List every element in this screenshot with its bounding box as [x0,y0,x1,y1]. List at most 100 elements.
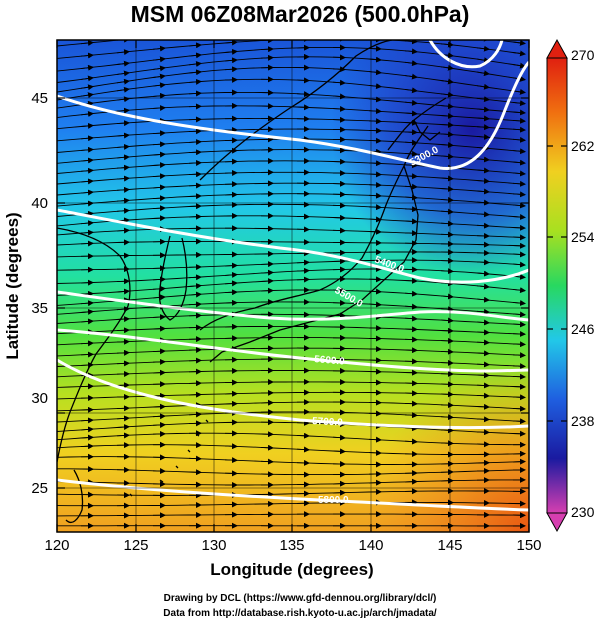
wind-arrow [260,444,274,451]
wind-arrow [440,41,454,48]
wind-arrow [440,78,454,85]
wind-arrow [80,75,94,82]
wind-arrow [152,314,166,321]
wind-arrow [476,70,490,77]
wind-arrow [224,40,238,46]
wind-arrow [512,109,526,116]
wind-arrow [476,296,490,303]
wind-arrow [152,403,166,410]
wind-arrow [116,186,130,193]
wind-arrow [512,300,526,307]
wind-arrow [440,317,454,324]
wind-arrow [188,90,202,97]
wind-arrow [512,170,526,177]
wind-arrow [404,218,418,225]
x-axis-title: Longitude (degrees) [210,560,373,579]
wind-arrow [188,282,202,289]
wind-arrow [476,45,490,52]
wind-arrow [80,178,94,185]
wind-arrow [404,438,418,445]
wind-arrow [260,278,274,285]
wind-arrow [332,448,346,455]
wind-arrow [512,311,526,318]
wind-arrow [296,267,310,274]
wind-arrow [512,214,526,221]
wind-arrow [476,178,490,185]
wind-arrow [512,321,526,328]
wind-arrow [476,188,490,195]
y-axis-title: Latitude (degrees) [3,212,22,359]
wind-arrow [80,122,94,129]
wind-arrow [260,46,274,53]
wind-arrow [80,318,94,325]
wind-arrow [440,208,454,215]
wind-arrow [440,427,454,434]
wind-arrow [116,120,130,127]
wind-arrow [512,191,526,198]
x-tick-label: 120 [44,537,69,554]
wind-arrow [188,52,202,59]
wind-arrow [296,259,310,266]
wind-arrow [404,73,418,80]
wind-arrow [152,421,166,428]
wind-arrow [296,446,310,453]
wind-arrow [512,418,526,425]
wind-arrow [296,77,310,84]
wind-arrow [440,440,454,447]
wind-arrow [512,287,526,294]
wind-arrow [476,133,490,140]
credit-data: Data from http://database.rish.kyoto-u.a… [163,608,437,619]
plot-area: 5300.0 5400.0 5500.0 5600.0 5700.0 5800.… [57,32,529,532]
wind-arrow [116,143,130,150]
wind-arrow [440,91,454,98]
contour-5500 [57,290,529,322]
wind-arrow [152,358,166,365]
wind-arrow [80,64,94,71]
wind-arrow [296,104,310,111]
wind-arrow [476,115,490,122]
wind-arrow [404,139,418,146]
wind-arrow [152,45,166,52]
wind-arrow [188,78,202,85]
wind-arrow [80,351,94,358]
wind-arrow [152,285,166,292]
chart-title: MSM 06Z08Mar2026 (500.0hPa) [131,1,470,27]
wind-arrow [476,416,490,423]
wind-arrow [405,32,417,33]
wind-arrow [152,56,166,63]
wind-arrow [188,171,202,178]
wind-arrow [116,415,130,422]
wind-arrow [512,383,526,390]
contour-5400 [57,208,529,284]
colorbar: 270 262 254 246 238 230 [546,38,595,533]
wind-arrow [440,112,454,119]
wind-arrow [476,211,490,218]
wind-arrow [116,227,130,234]
wind-arrow [189,33,201,34]
wind-arrow [80,434,94,441]
wind-arrow [512,40,526,46]
wind-arrow [476,329,490,336]
wind-arrow [332,93,346,100]
wind-arrow [512,62,526,69]
wind-arrow [404,40,418,45]
x-tick-label: 130 [201,537,226,554]
wind-arrow [152,130,166,137]
wind-arrow [116,349,130,356]
wind-arrow [224,443,238,450]
y-tick-label: 25 [31,480,48,497]
x-tick-label: 125 [123,537,148,554]
wind-arrow [440,121,454,128]
colorbar-label: 262 [571,138,595,154]
wind-arrow [476,156,490,163]
wind-arrow [80,220,94,227]
colorbar-label: 254 [571,229,595,245]
wind-arrow [80,362,94,369]
contour-5300-small [428,40,504,69]
wind-arrow [260,54,274,61]
contour-label-5700: 5700.0 [312,416,344,429]
wind-arrow [483,40,490,42]
wind-arrow [512,126,526,133]
wind-arrow [404,150,418,157]
wind-arrow [512,251,526,258]
